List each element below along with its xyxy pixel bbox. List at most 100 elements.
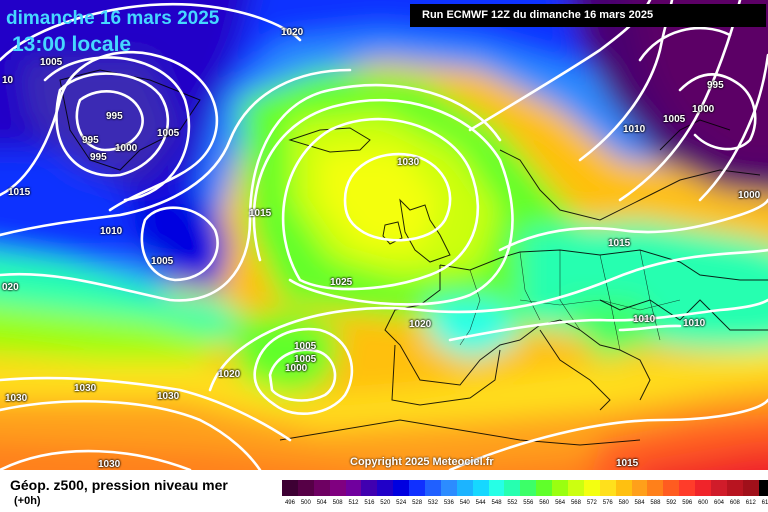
color-scale-swatch — [615, 480, 632, 496]
isobar-label: 1030 — [98, 459, 121, 470]
isobar-label: 1010 — [633, 314, 656, 325]
isobar-label: 10 — [2, 75, 14, 86]
color-scale-swatch — [631, 480, 648, 496]
color-scale-label: 612 — [745, 500, 756, 506]
color-scale-label: 536 — [443, 500, 454, 506]
color-scale-label: 504 — [316, 500, 327, 506]
isobar-label: 1010 — [683, 318, 706, 329]
color-scale-label: 584 — [634, 500, 645, 506]
color-scale-label: 596 — [682, 500, 693, 506]
isobar-label: 995 — [707, 80, 724, 91]
isobar-label: 1005 — [294, 341, 317, 352]
isobar-label: 1000 — [738, 190, 761, 201]
color-scale-label: 572 — [586, 500, 597, 506]
color-scale-label: 512 — [348, 500, 359, 506]
isobar-label: 1000 — [285, 363, 308, 374]
color-scale-label: 508 — [332, 500, 343, 506]
isobar-label: 1030 — [157, 391, 180, 402]
isobar-label: 1010 — [100, 226, 123, 237]
isobar-label: 020 — [2, 282, 19, 293]
isobar-label: 1020 — [281, 27, 304, 38]
color-scale-swatch — [758, 480, 768, 496]
color-scale-swatch — [520, 480, 537, 496]
color-scale-swatch — [488, 480, 505, 496]
isobar-label: 1005 — [663, 114, 686, 125]
color-scale-swatch — [711, 480, 727, 496]
isobar-label: 1025 — [330, 277, 353, 288]
color-scale-swatch — [536, 480, 553, 496]
color-scale-label: 552 — [507, 500, 518, 506]
color-scale-swatch — [456, 480, 473, 496]
color-scale-swatch — [695, 480, 712, 496]
color-scale-label: 576 — [602, 500, 613, 506]
isobar-label: 1020 — [218, 369, 241, 380]
weather-map: dimanche 16 mars 2025 13:00 locale Run E… — [0, 0, 768, 470]
color-scale-swatch — [504, 480, 521, 496]
color-scale-swatch — [679, 480, 696, 496]
isobar-label: 1030 — [397, 157, 420, 168]
isobar-label: 1015 — [616, 458, 639, 469]
isobar-label: 1005 — [157, 128, 180, 139]
isobar-label: 1005 — [151, 256, 174, 267]
isobar-label: 1020 — [409, 319, 432, 330]
geopotential-field — [0, 0, 768, 470]
color-scale-label: 608 — [729, 500, 740, 506]
color-scale-swatch — [345, 480, 362, 496]
color-scale-label: 548 — [491, 500, 502, 506]
color-scale-label: 524 — [396, 500, 407, 506]
color-scale-swatch — [647, 480, 664, 496]
isobar-label: 1030 — [74, 383, 97, 394]
isobar-label: 995 — [106, 111, 123, 122]
color-scale-swatch — [440, 480, 457, 496]
color-scale-labels: 496 500 504 508 512 516 520 524 528 532 536 540 544 5… — [282, 500, 768, 506]
isobar-label: 1015 — [249, 208, 272, 219]
isobar-label: 1005 — [40, 57, 63, 68]
color-scale-label: 544 — [475, 500, 486, 506]
color-scale — [282, 480, 768, 496]
legend-panel: Géop. z500, pression niveau mer (+0h) 49… — [0, 470, 768, 512]
isobar-label: 995 — [82, 135, 99, 146]
map-title-time: 13:00 locale — [12, 33, 132, 56]
isobar-label: 1010 — [623, 124, 646, 135]
color-scale-swatch — [663, 480, 680, 496]
legend-subtitle: (+0h) — [14, 495, 41, 507]
map-title-date: dimanche 16 mars 2025 — [6, 8, 220, 29]
color-scale-label: 616 — [761, 500, 768, 506]
color-scale-label: 528 — [412, 500, 423, 506]
color-scale-label: 564 — [555, 500, 566, 506]
color-scale-swatch — [361, 480, 378, 496]
isobar-label: 1015 — [608, 238, 631, 249]
color-scale-swatch — [297, 480, 314, 496]
isobar-label: 1000 — [692, 104, 715, 115]
color-scale-label: 568 — [570, 500, 581, 506]
color-scale-label: 588 — [650, 500, 661, 506]
color-scale-swatch — [742, 480, 759, 496]
copyright-text: Copyright 2025 Meteociel.fr — [350, 456, 494, 468]
isobar-label: 1005 — [294, 354, 317, 365]
color-scale-swatch — [329, 480, 346, 496]
color-scale-swatch — [552, 480, 569, 496]
color-scale-label: 592 — [666, 500, 677, 506]
color-scale-swatch — [282, 480, 298, 496]
color-scale-label: 496 — [284, 500, 295, 506]
color-scale-swatch — [313, 480, 330, 496]
color-scale-label: 580 — [618, 500, 629, 506]
color-scale-label: 600 — [698, 500, 709, 506]
color-scale-swatch — [583, 480, 600, 496]
color-scale-swatch — [568, 480, 584, 496]
isobar-label: 1000 — [115, 143, 138, 154]
run-info-banner: Run ECMWF 12Z du dimanche 16 mars 2025 — [410, 4, 766, 27]
isobar-label: 1015 — [8, 187, 31, 198]
color-scale-label: 540 — [459, 500, 470, 506]
color-scale-swatch — [726, 480, 743, 496]
isobar-label: 1030 — [5, 393, 28, 404]
color-scale-label: 520 — [380, 500, 391, 506]
color-scale-label: 556 — [523, 500, 534, 506]
color-scale-label: 516 — [364, 500, 375, 506]
color-scale-swatch — [599, 480, 616, 496]
color-scale-label: 500 — [300, 500, 311, 506]
isobar-label: 995 — [90, 152, 107, 163]
color-scale-swatch — [409, 480, 426, 496]
color-scale-label: 604 — [713, 500, 724, 506]
color-scale-label: 532 — [427, 500, 438, 506]
